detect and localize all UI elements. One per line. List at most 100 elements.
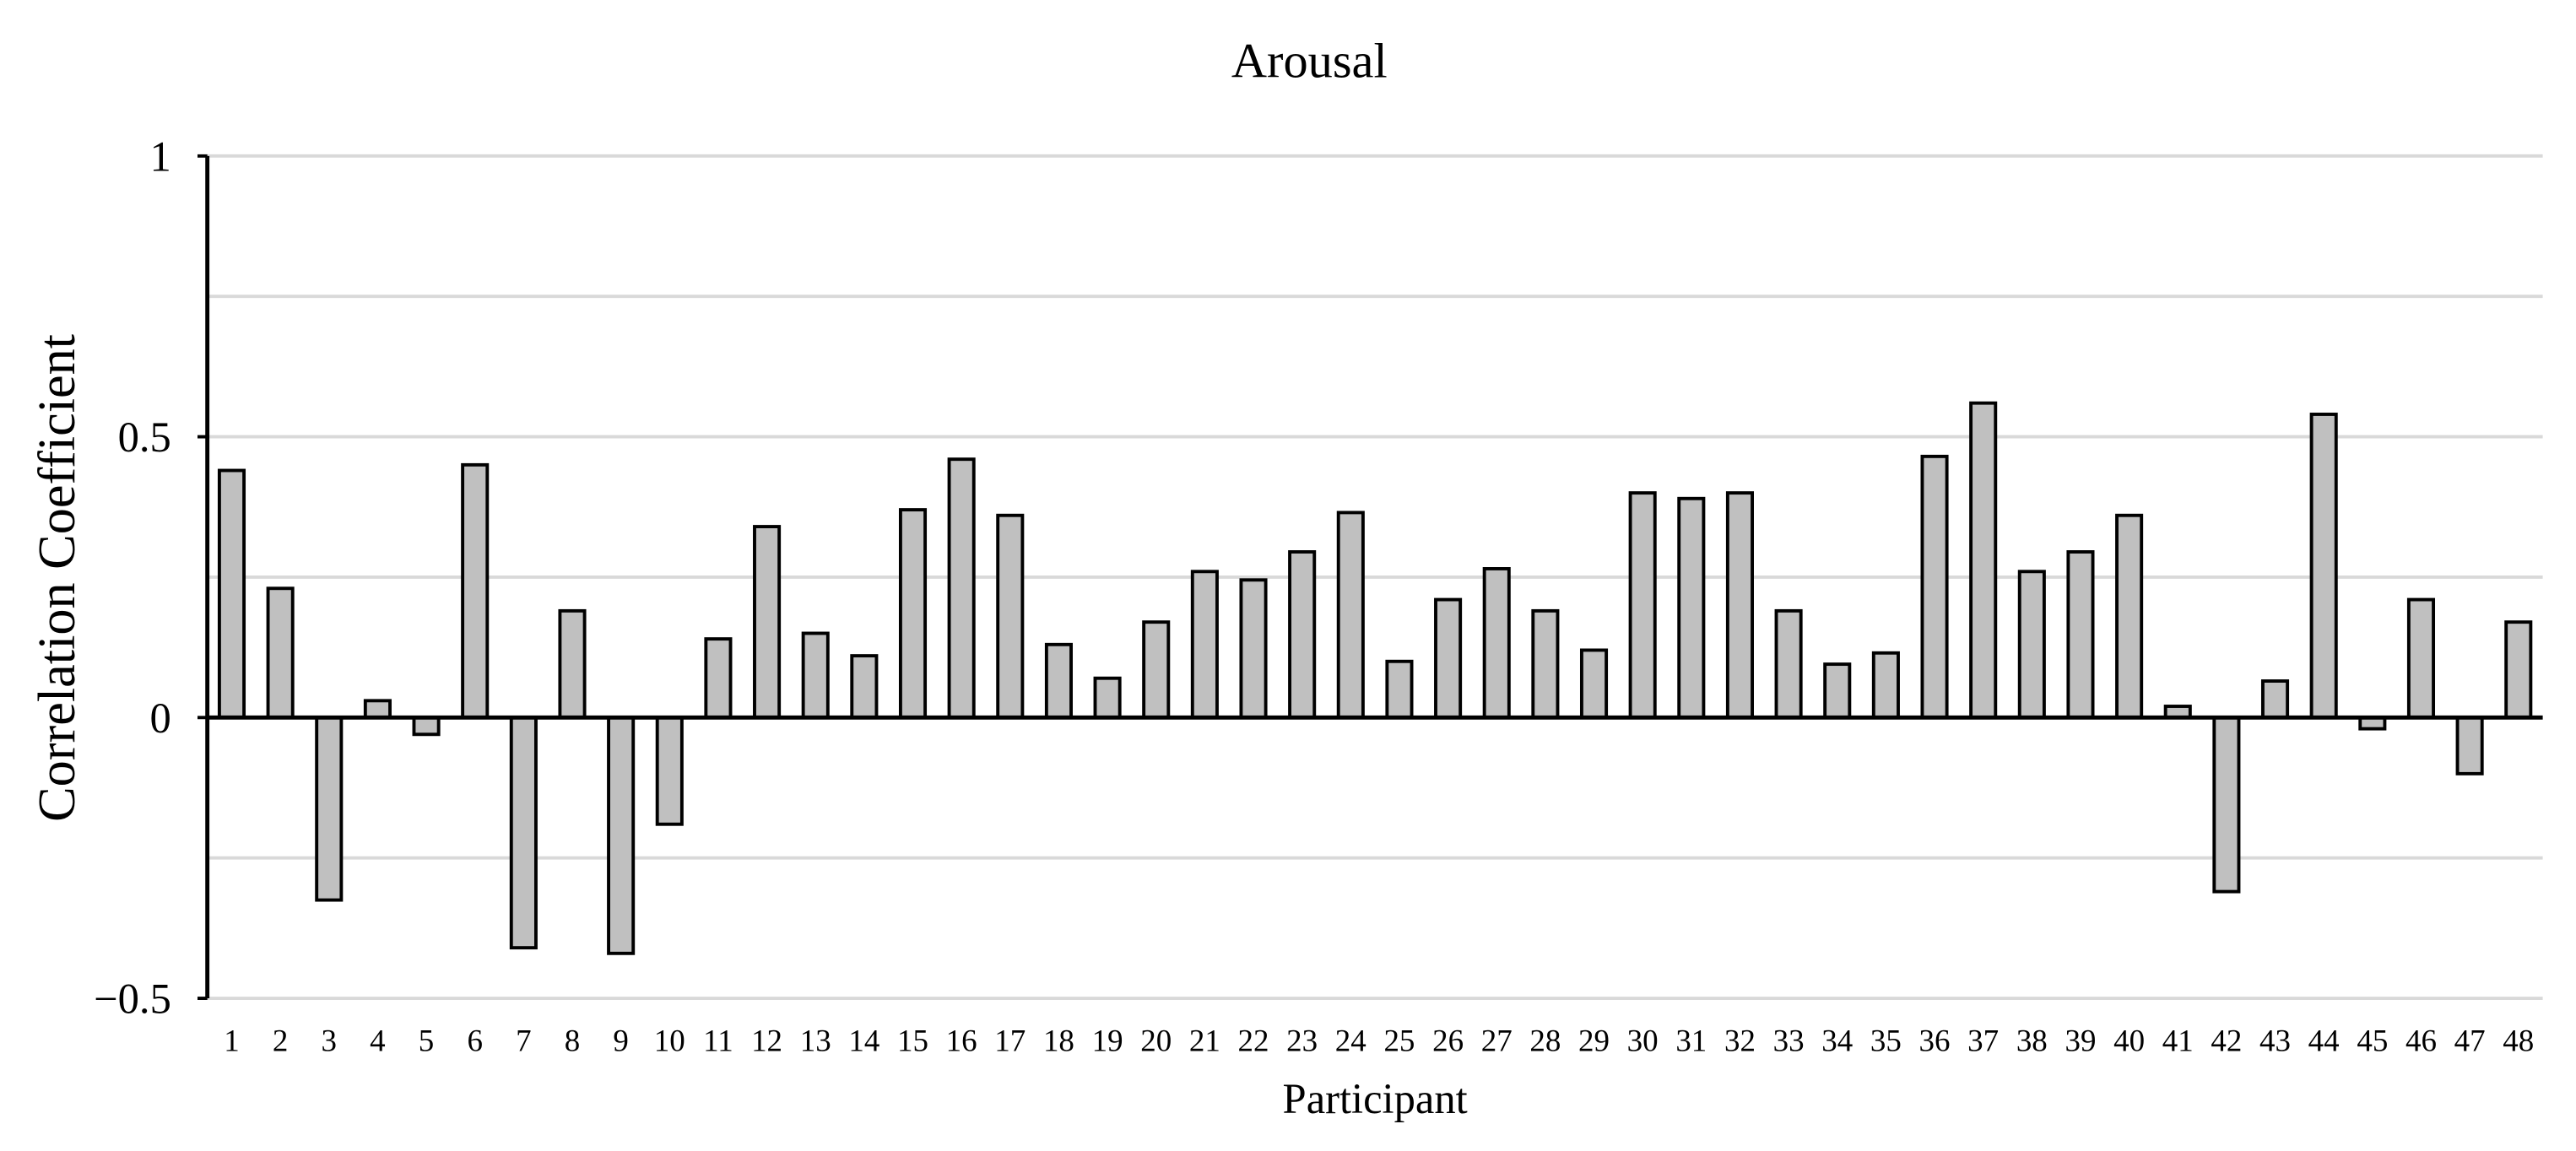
bar	[1190, 570, 1219, 720]
bar	[607, 716, 636, 955]
x-tick-label: 12	[751, 1023, 782, 1057]
bar	[655, 716, 684, 826]
bar	[1288, 550, 1317, 720]
bar	[753, 525, 782, 720]
x-tick-label: 3	[322, 1023, 337, 1057]
x-tick-label: 35	[1870, 1023, 1902, 1057]
x-tick-label: 34	[1821, 1023, 1853, 1057]
bar	[2406, 597, 2436, 720]
bar	[801, 631, 830, 720]
x-tick-label: 33	[1773, 1023, 1805, 1057]
x-tick-label: 10	[654, 1023, 685, 1057]
x-axis-label: Participant	[1283, 1075, 1468, 1122]
x-tick-label: 22	[1238, 1023, 1269, 1057]
x-tick-label: 4	[370, 1023, 385, 1057]
chart-title: Arousal	[1231, 33, 1388, 88]
x-tick-label: 32	[1724, 1023, 1756, 1057]
bar	[1920, 454, 1949, 720]
x-tick-label: 48	[2503, 1023, 2534, 1057]
bar	[2212, 716, 2241, 894]
x-tick-label: 1	[224, 1023, 239, 1057]
bar	[2455, 716, 2484, 775]
x-tick-label: 7	[516, 1023, 531, 1057]
x-tick-label: 9	[613, 1023, 628, 1057]
x-tick-label: 37	[1967, 1023, 1999, 1057]
x-tick-label: 17	[994, 1023, 1026, 1057]
x-tick-label: 16	[946, 1023, 977, 1057]
x-tick-label: 20	[1140, 1023, 1172, 1057]
y-tick-label: −0.5	[94, 975, 171, 1023]
x-tick-label: 26	[1432, 1023, 1464, 1057]
x-tick-label: 43	[2259, 1023, 2291, 1057]
bar	[412, 716, 441, 737]
bar	[509, 716, 538, 950]
x-tick-label: 45	[2357, 1023, 2388, 1057]
x-tick-label: 5	[419, 1023, 434, 1057]
bar	[217, 468, 246, 720]
bar	[947, 457, 976, 720]
bar	[1239, 578, 1268, 720]
bar	[266, 586, 295, 720]
x-tick-label: 44	[2308, 1023, 2340, 1057]
bar	[1677, 496, 1706, 720]
x-tick-label: 38	[2016, 1023, 2048, 1057]
x-tick-label: 15	[897, 1023, 928, 1057]
x-tick-label: 47	[2454, 1023, 2486, 1057]
x-tick-label: 19	[1092, 1023, 1123, 1057]
x-tick-label: 8	[565, 1023, 580, 1057]
x-tick-label: 39	[2065, 1023, 2096, 1057]
x-tick-label: 18	[1043, 1023, 1074, 1057]
bar	[2017, 570, 2046, 720]
bar	[2115, 513, 2144, 720]
bar	[315, 716, 344, 902]
x-tick-label: 36	[1919, 1023, 1951, 1057]
x-tick-label: 41	[2162, 1023, 2194, 1057]
bar	[2504, 620, 2533, 720]
x-tick-label: 24	[1335, 1023, 1366, 1057]
y-tick-label: 0.5	[118, 413, 171, 461]
bar	[704, 637, 733, 720]
bar	[850, 654, 879, 720]
bar	[1725, 491, 1754, 720]
bar	[1969, 401, 1998, 720]
x-tick-label: 25	[1383, 1023, 1415, 1057]
bar	[1774, 608, 1803, 720]
x-tick-label: 29	[1578, 1023, 1610, 1057]
x-tick-label: 46	[2406, 1023, 2437, 1057]
x-tick-label: 30	[1627, 1023, 1659, 1057]
bar	[461, 462, 490, 720]
y-tick-label: 0	[150, 694, 171, 742]
y-axis-label: Correlation Coefficient	[29, 334, 86, 822]
x-tick-label: 2	[273, 1023, 288, 1057]
bar	[1434, 597, 1463, 720]
bar	[2066, 550, 2095, 720]
bar	[996, 513, 1025, 720]
x-tick-label: 6	[467, 1023, 482, 1057]
bar	[2309, 413, 2338, 720]
x-tick-label: 21	[1189, 1023, 1220, 1057]
bar	[898, 508, 928, 720]
x-tick-label: 28	[1529, 1023, 1561, 1057]
x-tick-label: 40	[2113, 1023, 2145, 1057]
x-tick-label: 27	[1481, 1023, 1513, 1057]
x-tick-label: 23	[1286, 1023, 1318, 1057]
bar	[363, 699, 392, 720]
x-tick-label: 31	[1675, 1023, 1707, 1057]
y-tick-label: 1	[150, 132, 171, 180]
x-tick-label: 11	[703, 1023, 733, 1057]
bar	[1142, 620, 1171, 720]
bar	[1531, 608, 1560, 720]
bar	[1385, 659, 1414, 720]
bar	[1823, 662, 1852, 720]
bar	[1482, 567, 1511, 720]
bar	[1579, 648, 1609, 720]
bar	[1336, 511, 1365, 720]
x-tick-label: 13	[800, 1023, 831, 1057]
bar	[1871, 651, 1900, 720]
bar	[1093, 676, 1122, 720]
x-tick-label: 14	[848, 1023, 879, 1057]
x-tick-label: 42	[2211, 1023, 2242, 1057]
bar	[1044, 642, 1073, 720]
bar	[1628, 491, 1657, 720]
